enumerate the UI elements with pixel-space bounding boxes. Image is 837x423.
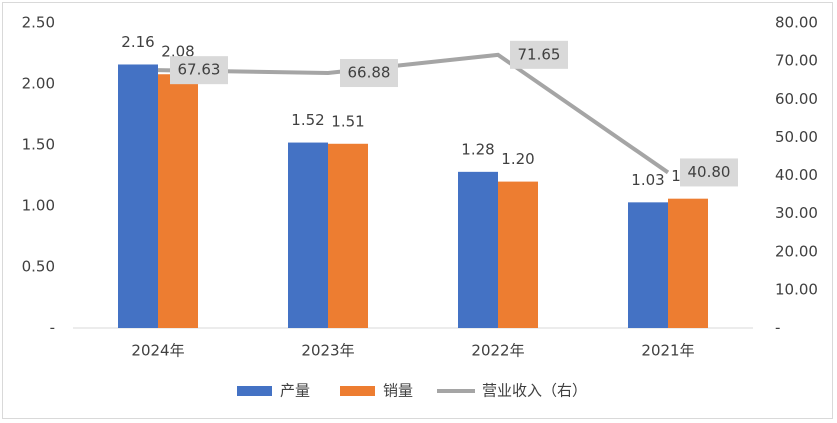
line-value-label: 67.63	[178, 61, 221, 79]
y2-tick-label: 60.00	[775, 90, 818, 108]
y-tick-label: 0.50	[22, 258, 55, 276]
bar	[158, 74, 198, 329]
bar-value-label: 1.51	[331, 112, 364, 130]
y-tick-label: 2.50	[22, 14, 55, 32]
y2-tick-label: 30.00	[775, 204, 818, 222]
bar-value-label: 2.16	[121, 33, 154, 51]
line-value-label: 66.88	[348, 64, 391, 82]
bar	[288, 142, 328, 328]
y-tick-label: -	[50, 319, 55, 337]
y2-tick-label: 80.00	[775, 14, 818, 32]
bar-value-label: 1.52	[291, 111, 324, 129]
line	[157, 52, 670, 175]
y-tick-label: 1.00	[22, 197, 55, 215]
bar-value-label: 1.20	[501, 150, 534, 168]
legend-label: 营业收入（右）	[482, 382, 587, 400]
line-label-box	[170, 56, 228, 85]
x-tick-label: 2023年	[301, 342, 354, 360]
y2-tick-label: 50.00	[775, 128, 818, 146]
y-tick-label: 2.00	[22, 75, 55, 93]
bar	[328, 143, 368, 328]
line-value-label: 40.80	[688, 163, 731, 181]
bar	[498, 181, 538, 328]
bar	[118, 64, 158, 328]
y2-tick-label: 20.00	[775, 242, 818, 260]
line-label-box	[340, 59, 398, 88]
x-tick-label: 2024年	[131, 342, 184, 360]
legend-swatch	[340, 386, 375, 396]
y2-tick-label: 10.00	[775, 280, 818, 298]
legend-label: 产量	[280, 382, 310, 400]
bar	[458, 171, 498, 328]
bar-value-label: 1.28	[461, 140, 494, 158]
legend-swatch	[237, 386, 272, 396]
line-value-label: 71.65	[518, 45, 561, 63]
x-tick-label: 2021年	[641, 342, 694, 360]
bar-value-label: 1.03	[631, 171, 664, 189]
y2-tick-label: -	[775, 319, 780, 337]
x-tick-label: 2022年	[471, 342, 524, 360]
legend-label: 销量	[383, 382, 413, 400]
line-label-box	[510, 40, 568, 69]
y2-tick-label: 40.00	[775, 166, 818, 184]
line-label-box	[680, 158, 738, 187]
y2-tick-label: 70.00	[775, 52, 818, 70]
bar	[668, 198, 708, 328]
y-tick-label: 1.50	[22, 136, 55, 154]
bar	[628, 202, 668, 328]
